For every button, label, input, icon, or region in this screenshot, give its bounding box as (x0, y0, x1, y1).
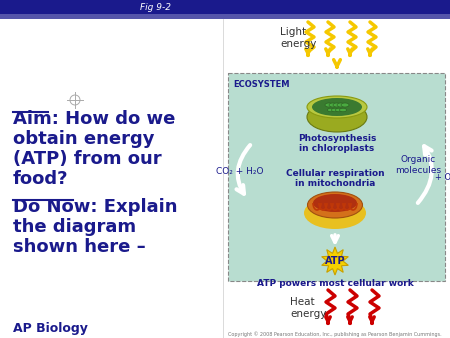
Text: Fig 9-2: Fig 9-2 (140, 3, 171, 13)
Text: ECOSYSTEM: ECOSYSTEM (233, 80, 289, 89)
Text: (ATP) from our: (ATP) from our (13, 150, 162, 168)
Polygon shape (322, 247, 348, 275)
FancyBboxPatch shape (228, 73, 445, 281)
Ellipse shape (329, 103, 337, 107)
Text: CO₂ + H₂O: CO₂ + H₂O (216, 168, 264, 176)
FancyBboxPatch shape (0, 19, 223, 338)
FancyBboxPatch shape (0, 0, 450, 14)
Text: Aim: How do we: Aim: How do we (13, 110, 176, 128)
Text: shown here –: shown here – (13, 238, 146, 256)
Text: the diagram: the diagram (13, 218, 136, 236)
Text: Copyright © 2008 Pearson Education, Inc., publishing as Pearson Benjamin Cumming: Copyright © 2008 Pearson Education, Inc.… (228, 331, 442, 337)
Text: Organic
molecules: Organic molecules (395, 155, 441, 175)
Ellipse shape (304, 197, 366, 229)
Ellipse shape (325, 103, 333, 107)
Text: AP Biology: AP Biology (13, 322, 88, 335)
Text: ATP: ATP (325, 256, 345, 266)
Text: ATP powers most cellular work: ATP powers most cellular work (256, 279, 414, 288)
Ellipse shape (307, 192, 363, 218)
Text: obtain energy: obtain energy (13, 130, 154, 148)
Text: Light
energy: Light energy (280, 27, 316, 49)
Ellipse shape (328, 108, 334, 112)
Ellipse shape (339, 108, 346, 112)
Text: Heat
energy: Heat energy (290, 297, 326, 319)
Ellipse shape (312, 98, 362, 116)
Text: + O₂: + O₂ (435, 173, 450, 183)
Ellipse shape (341, 103, 349, 107)
Text: food?: food? (13, 170, 68, 188)
Text: Do Now: Explain: Do Now: Explain (13, 198, 177, 216)
Ellipse shape (337, 103, 345, 107)
Ellipse shape (336, 108, 342, 112)
FancyBboxPatch shape (0, 14, 450, 19)
Ellipse shape (332, 108, 338, 112)
FancyBboxPatch shape (223, 19, 450, 338)
Ellipse shape (307, 96, 367, 118)
Text: Cellular respiration
in mitochondria: Cellular respiration in mitochondria (286, 169, 384, 188)
Text: Photosynthesis
in chloroplasts: Photosynthesis in chloroplasts (298, 134, 376, 153)
Ellipse shape (313, 194, 357, 212)
Ellipse shape (307, 102, 367, 132)
Ellipse shape (333, 103, 341, 107)
